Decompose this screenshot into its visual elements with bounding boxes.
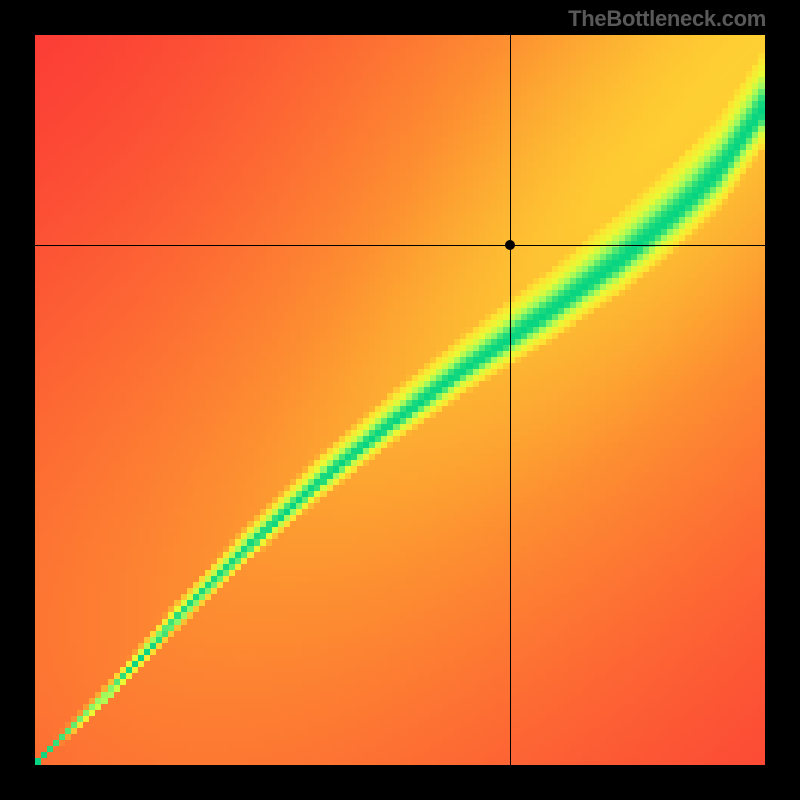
crosshair-horizontal	[35, 245, 765, 246]
crosshair-vertical	[510, 35, 511, 765]
plot-area	[35, 35, 765, 765]
intersection-marker	[505, 240, 515, 250]
bottleneck-heatmap-canvas	[35, 35, 765, 765]
attribution-text: TheBottleneck.com	[568, 6, 766, 32]
